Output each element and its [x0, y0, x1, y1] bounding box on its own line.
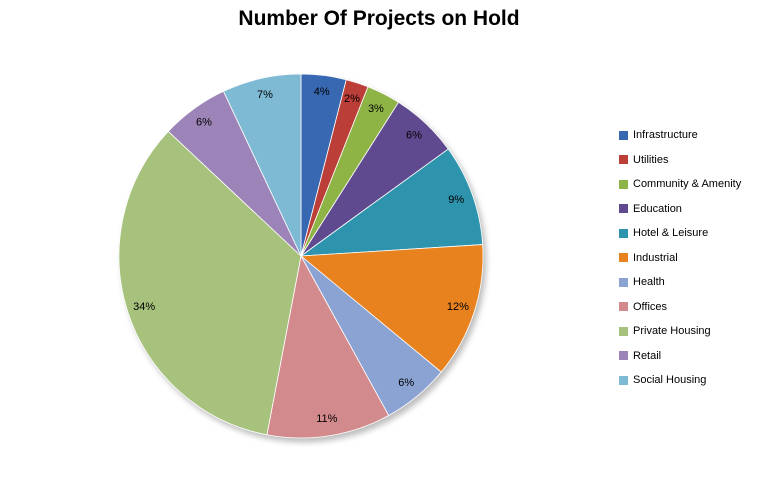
data-label-private-housing: 34%: [133, 301, 155, 313]
legend-label-private-housing: Private Housing: [633, 325, 711, 338]
legend-swatch-utilities: [619, 155, 628, 165]
data-label-offices: 11%: [316, 413, 337, 425]
data-label-industrial: 12%: [447, 301, 469, 313]
legend-swatch-offices: [619, 302, 628, 312]
data-label-community-amenity: 3%: [368, 103, 384, 115]
legend-label-utilities: Utilities: [633, 153, 669, 166]
legend-item-community-amenity[interactable]: Community & Amenity: [619, 172, 741, 197]
pie-slice-industrial[interactable]: [299, 244, 484, 373]
legend: Infrastructure Utilities Community & Ameni…: [619, 123, 741, 393]
chart-title: Number Of Projects on Hold: [238, 7, 520, 30]
legend-swatch-industrial: [619, 253, 628, 263]
data-label-hotel-leisure: 9%: [448, 194, 464, 206]
legend-swatch-education: [619, 204, 628, 214]
legend-label-community-amenity: Community & Amenity: [633, 178, 742, 191]
legend-swatch-private-housing: [619, 326, 628, 336]
legend-item-private-housing[interactable]: Private Housing: [619, 319, 741, 344]
legend-label-health: Health: [633, 276, 665, 289]
legend-label-social-housing: Social Housing: [633, 374, 707, 387]
legend-item-retail[interactable]: Retail: [619, 344, 741, 369]
legend-swatch-retail: [619, 351, 628, 361]
legend-label-hotel-leisure: Hotel & Leisure: [633, 227, 709, 240]
legend-label-industrial: Industrial: [633, 251, 678, 264]
data-label-utilities: 2%: [344, 93, 360, 105]
legend-item-hotel-leisure[interactable]: Hotel & Leisure: [619, 221, 741, 246]
legend-item-industrial[interactable]: Industrial: [619, 246, 741, 271]
legend-item-infrastructure[interactable]: Infrastructure: [619, 123, 741, 148]
legend-swatch-community-amenity: [619, 179, 628, 189]
pie-slice-hotel-leisure[interactable]: [299, 148, 484, 257]
legend-item-health[interactable]: Health: [619, 270, 741, 295]
legend-label-offices: Offices: [633, 300, 668, 313]
legend-label-infrastructure: Infrastructure: [633, 129, 698, 142]
legend-item-offices[interactable]: Offices: [619, 295, 741, 320]
legend-item-utilities[interactable]: Utilities: [619, 148, 741, 173]
data-label-infrastructure: 4%: [314, 86, 330, 98]
legend-swatch-infrastructure: [619, 130, 628, 140]
data-label-retail: 6%: [196, 116, 212, 128]
legend-item-social-housing[interactable]: Social Housing: [619, 368, 741, 393]
data-label-education: 6%: [406, 130, 422, 142]
pie-slice-offices[interactable]: [266, 254, 390, 439]
legend-label-education: Education: [633, 202, 682, 215]
pie-slice-private-housing[interactable]: [118, 130, 302, 436]
legend-swatch-social-housing: [619, 375, 628, 385]
legend-item-education[interactable]: Education: [619, 197, 741, 222]
pie-slice-social-housing[interactable]: [222, 73, 302, 257]
legend-swatch-health: [619, 277, 628, 287]
legend-label-retail: Retail: [633, 349, 662, 362]
data-label-health: 6%: [398, 377, 414, 389]
legend-swatch-hotel-leisure: [619, 228, 628, 238]
data-label-social-housing: 7%: [257, 89, 273, 101]
